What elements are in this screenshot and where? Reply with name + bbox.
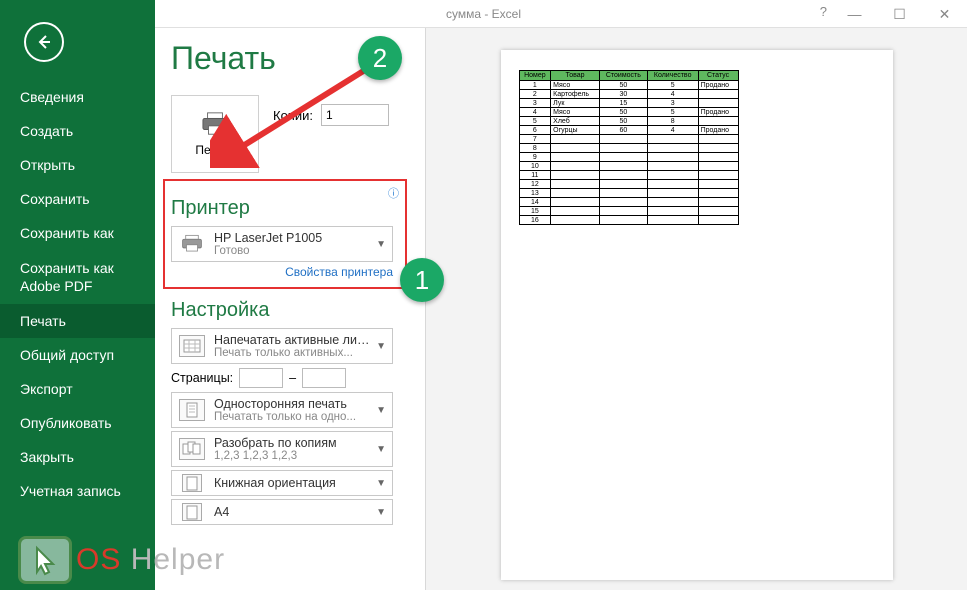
annotation-callout-1: 1: [400, 258, 444, 302]
orientation-title: Книжная ориентация: [214, 476, 372, 490]
pages-from-input[interactable]: [239, 368, 283, 388]
nav-item-8[interactable]: Экспорт: [0, 372, 155, 406]
preview-table: НомерТоварСтоимостьКоличествоСтатус1Мясо…: [519, 70, 739, 225]
watermark: OS Helper: [18, 536, 225, 584]
print-what-dropdown[interactable]: Напечатать активные лис... Печать только…: [171, 328, 393, 364]
printer-name: HP LaserJet P1005: [214, 231, 372, 245]
print-preview: НомерТоварСтоимостьКоличествоСтатус1Мясо…: [425, 28, 967, 590]
paper-icon: [178, 499, 206, 525]
pages-label: Страницы:: [171, 371, 233, 385]
nav-item-1[interactable]: Создать: [0, 114, 155, 148]
nav-item-3[interactable]: Сохранить: [0, 182, 155, 216]
watermark-helper: Helper: [131, 543, 225, 576]
backstage-sidebar: СведенияСоздатьОткрытьСохранитьСохранить…: [0, 0, 155, 590]
main-area: Печать Печать Копии: Принтер ⓘ HP Las: [155, 28, 967, 590]
printer-small-icon: [178, 231, 206, 257]
orientation-dropdown[interactable]: Книжная ориентация ▼: [171, 470, 393, 496]
preview-page: НомерТоварСтоимостьКоличествоСтатус1Мясо…: [501, 50, 893, 580]
collate-dropdown[interactable]: Разобрать по копиям 1,2,3 1,2,3 1,2,3 ▼: [171, 431, 393, 467]
sides-sub: Печатать только на одно...: [214, 411, 372, 423]
copies-row: Копии:: [273, 104, 389, 126]
info-icon[interactable]: ⓘ: [388, 185, 399, 201]
window-controls: — ☐ ✕: [832, 0, 967, 28]
portrait-icon: [178, 470, 206, 496]
collate-icon: [178, 436, 206, 462]
chevron-down-icon: ▼: [376, 478, 386, 489]
nav-item-0[interactable]: Сведения: [0, 80, 155, 114]
chevron-down-icon: ▼: [376, 341, 386, 352]
printer-status: Готово: [214, 245, 372, 257]
sides-title: Односторонняя печать: [214, 397, 372, 411]
arrow-left-icon: [34, 32, 54, 52]
help-icon[interactable]: ?: [820, 4, 827, 19]
print-button[interactable]: Печать: [171, 95, 259, 173]
annotation-callout-2: 2: [358, 36, 402, 80]
nav-item-7[interactable]: Общий доступ: [0, 338, 155, 372]
chevron-down-icon: ▼: [376, 239, 386, 250]
nav-item-10[interactable]: Закрыть: [0, 440, 155, 474]
print-settings-column: Печать Печать Копии: Принтер ⓘ HP Las: [155, 28, 425, 590]
back-button[interactable]: [24, 22, 64, 62]
chevron-down-icon: ▼: [376, 405, 386, 416]
nav-item-6[interactable]: Печать: [0, 304, 155, 338]
copies-label: Копии:: [273, 108, 313, 123]
nav-item-2[interactable]: Открыть: [0, 148, 155, 182]
printer-dropdown[interactable]: HP LaserJet P1005 Готово ▼: [171, 226, 393, 262]
chevron-down-icon: ▼: [376, 444, 386, 455]
printer-section-highlighted: Принтер ⓘ HP LaserJet P1005 Готово ▼ Сво…: [163, 179, 407, 289]
nav-item-5[interactable]: Сохранить как Adobe PDF: [0, 250, 155, 304]
collate-title: Разобрать по копиям: [214, 436, 372, 450]
settings-section-title: Настройка: [171, 299, 425, 322]
print-what-title: Напечатать активные лис...: [214, 333, 372, 347]
collate-sub: 1,2,3 1,2,3 1,2,3: [214, 450, 372, 462]
nav-item-4[interactable]: Сохранить как: [0, 216, 155, 250]
minimize-button[interactable]: —: [832, 0, 877, 28]
print-button-label: Печать: [195, 143, 234, 157]
paper-dropdown[interactable]: A4 ▼: [171, 499, 393, 525]
page-single-icon: [178, 397, 206, 423]
cursor-icon: [18, 536, 72, 584]
printer-section-title: Принтер: [171, 197, 399, 220]
maximize-button[interactable]: ☐: [877, 0, 922, 28]
nav-item-9[interactable]: Опубликовать: [0, 406, 155, 440]
watermark-os: OS: [76, 543, 121, 576]
paper-title: A4: [214, 505, 372, 519]
printer-icon: [200, 111, 230, 137]
close-button[interactable]: ✕: [922, 0, 967, 28]
pages-row: Страницы: –: [171, 368, 425, 388]
printer-properties-link[interactable]: Свойства принтера: [171, 265, 393, 279]
sides-dropdown[interactable]: Односторонняя печать Печатать только на …: [171, 392, 393, 428]
pages-to-input[interactable]: [302, 368, 346, 388]
print-what-sub: Печать только активных...: [214, 347, 372, 359]
window-title: сумма - Excel: [446, 7, 521, 21]
nav-item-11[interactable]: Учетная запись: [0, 474, 155, 508]
chevron-down-icon: ▼: [376, 507, 386, 518]
copies-input[interactable]: [321, 104, 389, 126]
sheets-icon: [178, 333, 206, 359]
pages-sep: –: [289, 371, 296, 385]
